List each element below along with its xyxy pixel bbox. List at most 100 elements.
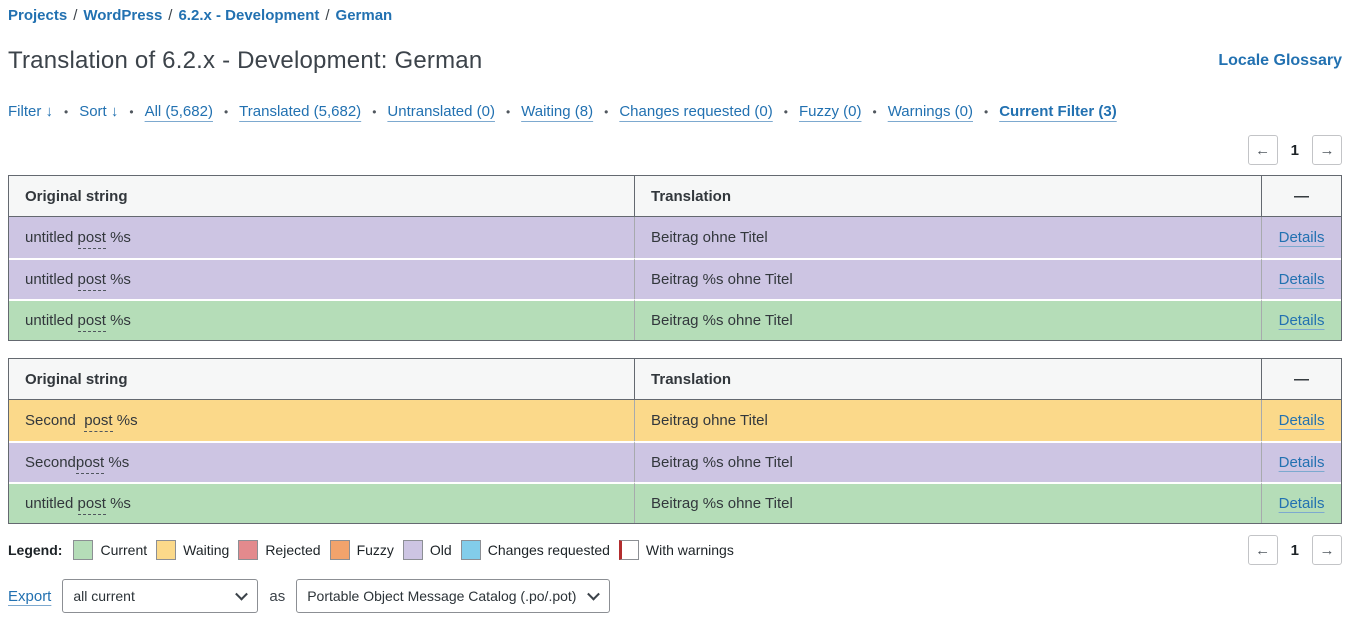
original-string-cell: untitled post %s xyxy=(9,217,634,258)
prev-page-button[interactable]: ← xyxy=(1247,535,1278,565)
details-link[interactable]: Details xyxy=(1278,271,1325,288)
filter-link-warnings[interactable]: Warnings (0) xyxy=(887,103,973,120)
table-header-row: Original string Translation — xyxy=(9,359,1341,400)
details-link[interactable]: Details xyxy=(1278,312,1325,329)
export-link[interactable]: Export xyxy=(8,587,52,605)
translation-header: Translation xyxy=(633,176,1262,217)
filter-link-translated[interactable]: Translated (5,682) xyxy=(239,103,362,120)
actions-cell: Details xyxy=(1261,400,1341,441)
legend-label: Legend: xyxy=(8,542,63,558)
filter-link-all[interactable]: All (5,682) xyxy=(144,103,213,120)
next-page-button[interactable]: → xyxy=(1312,535,1342,565)
waiting-status-swatch xyxy=(156,540,177,560)
original-text: untitled xyxy=(25,271,78,288)
original-text: %s xyxy=(105,312,131,329)
filter-toggle[interactable]: Filter ↓ xyxy=(8,103,53,120)
table-row: Second post %s Beitrag ohne Titel Detail… xyxy=(9,400,1341,441)
translation-cell: Beitrag %s ohne Titel xyxy=(634,441,1262,482)
details-link[interactable]: Details xyxy=(1278,412,1325,429)
details-link[interactable]: Details xyxy=(1278,454,1325,471)
table-row: untitled post %s Beitrag ohne Titel Deta… xyxy=(9,217,1341,258)
export-format-select[interactable]: Portable Object Message Catalog (.po/.po… xyxy=(296,579,611,613)
breadcrumb-link-wordpress[interactable]: WordPress xyxy=(83,7,163,24)
filter-link-untranslated[interactable]: Untranslated (0) xyxy=(387,103,495,120)
original-text: untitled xyxy=(25,312,78,329)
details-link[interactable]: Details xyxy=(1278,229,1325,246)
actions-cell: Details xyxy=(1261,299,1341,340)
arrow-right-icon: → xyxy=(1319,541,1335,559)
arrow-left-icon: ← xyxy=(1255,141,1271,159)
filter-link-waiting[interactable]: Waiting (8) xyxy=(521,103,594,120)
translation-cell: Beitrag %s ohne Titel xyxy=(634,482,1262,523)
original-string-cell: untitled post %s xyxy=(9,482,635,523)
filter-link-current-filter[interactable]: Current Filter (3) xyxy=(999,103,1117,120)
filter-link-changes-requested[interactable]: Changes requested (0) xyxy=(619,103,773,120)
rejected-status-swatch xyxy=(238,540,259,560)
glossary-term[interactable]: post xyxy=(84,412,113,432)
original-string-header: Original string xyxy=(9,176,634,217)
table-row: untitled post %s Beitrag %s ohne Titel D… xyxy=(9,482,1341,523)
sort-toggle[interactable]: Sort ↓ xyxy=(79,103,119,120)
original-text: Second xyxy=(25,412,85,429)
prev-page-button[interactable]: ← xyxy=(1247,135,1278,165)
legend-item-label: Fuzzy xyxy=(356,542,394,558)
legend-row: Legend: Current Waiting Rejected Fuzzy O… xyxy=(8,535,1342,565)
original-text: %s xyxy=(112,412,138,429)
actions-cell: Details xyxy=(1261,482,1341,523)
translation-cell: Beitrag %s ohne Titel xyxy=(633,258,1262,299)
translations-table-1: Original string Translation — untitled p… xyxy=(8,175,1342,341)
next-page-button[interactable]: → xyxy=(1312,135,1342,165)
translation-cell: Beitrag ohne Titel xyxy=(634,400,1261,441)
table-row: untitled post %s Beitrag %s ohne Titel D… xyxy=(9,258,1341,299)
translation-header: Translation xyxy=(634,359,1262,400)
glossary-term[interactable]: post xyxy=(77,495,106,515)
original-string-cell: Secondpost %s xyxy=(9,441,635,482)
old-status-swatch xyxy=(402,540,423,560)
table-row: untitled post %s Beitrag %s ohne Titel D… xyxy=(9,299,1341,340)
bullet-separator: • xyxy=(372,104,377,119)
actions-cell: Details xyxy=(1261,258,1341,299)
translations-table-2: Original string Translation — Second pos… xyxy=(8,358,1342,524)
glossary-term[interactable]: post xyxy=(77,271,106,291)
original-string-cell: Second post %s xyxy=(9,400,634,441)
legend-item-fuzzy: Fuzzy xyxy=(329,540,394,560)
breadcrumb-link-locale[interactable]: German xyxy=(335,7,393,24)
pagination-bottom: ← 1 → xyxy=(1247,535,1342,565)
details-link[interactable]: Details xyxy=(1278,495,1325,512)
arrow-right-icon: → xyxy=(1319,141,1335,159)
fuzzy-status-swatch xyxy=(329,540,350,560)
filter-link-fuzzy[interactable]: Fuzzy (0) xyxy=(798,103,862,120)
export-as-label: as xyxy=(269,587,286,605)
glossary-term[interactable]: post xyxy=(77,229,106,249)
original-text: untitled xyxy=(25,495,78,512)
legend-item-label: Waiting xyxy=(183,542,230,558)
actions-header-dash: — xyxy=(1261,359,1341,400)
export-format-select-wrap: Portable Object Message Catalog (.po/.po… xyxy=(296,579,611,613)
breadcrumb-link-project-version[interactable]: 6.2.x - Development xyxy=(178,7,320,24)
bullet-separator: • xyxy=(129,104,134,119)
breadcrumb-link-projects[interactable]: Projects xyxy=(8,7,68,24)
breadcrumb: Projects / WordPress / 6.2.x - Development / G… xyxy=(8,6,1342,26)
legend: Legend: Current Waiting Rejected Fuzzy O… xyxy=(8,540,734,560)
page-title: Translation of 6.2.x - Development: Germ… xyxy=(8,47,483,74)
export-scope-select-wrap: all current xyxy=(62,579,259,613)
original-string-cell: untitled post %s xyxy=(9,258,634,299)
original-text: untitled xyxy=(25,229,78,246)
glossary-term[interactable]: post xyxy=(77,312,106,332)
legend-item-waiting: Waiting xyxy=(156,540,229,560)
glossary-term[interactable]: post xyxy=(75,454,105,474)
legend-item-label: Rejected xyxy=(265,542,321,558)
title-row: Translation of 6.2.x - Development: Germ… xyxy=(8,47,1342,75)
breadcrumb-separator: / xyxy=(168,7,173,24)
legend-item-old: Old xyxy=(402,540,452,560)
bullet-separator: • xyxy=(223,104,229,119)
legend-item-label: Old xyxy=(429,542,452,558)
export-scope-select[interactable]: all current xyxy=(62,579,259,613)
legend-item-changes-requested: Changes requested xyxy=(460,540,610,560)
bullet-separator: • xyxy=(64,104,69,119)
translation-cell: Beitrag %s ohne Titel xyxy=(633,299,1262,340)
original-text: %s xyxy=(105,229,131,246)
actions-cell: Details xyxy=(1261,217,1341,258)
locale-glossary-link[interactable]: Locale Glossary xyxy=(1218,52,1342,69)
breadcrumb-separator: / xyxy=(325,7,330,24)
